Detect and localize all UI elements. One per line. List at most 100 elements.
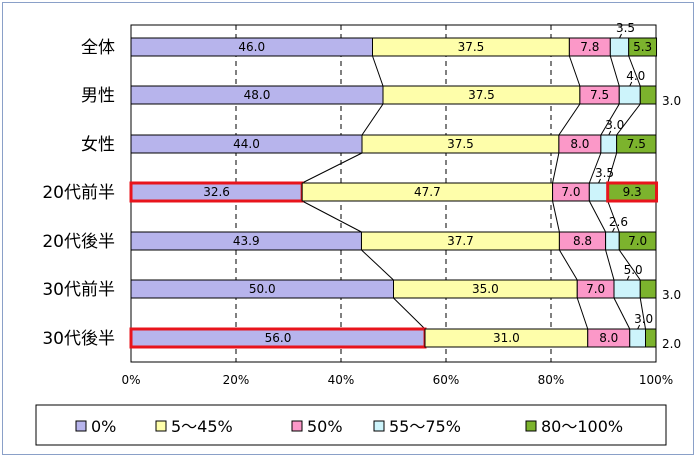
bar-segment xyxy=(600,134,618,154)
x-tick-label: 100% xyxy=(639,373,673,387)
legend-swatch xyxy=(291,420,303,432)
data-label: 8.0 xyxy=(570,137,589,151)
bar-segment xyxy=(645,328,657,348)
legend-swatch xyxy=(373,420,385,432)
x-tick-label: 80% xyxy=(538,373,565,387)
legend-label: 50% xyxy=(307,417,343,436)
series-connector-line xyxy=(609,55,620,87)
data-label: 3.0 xyxy=(605,118,624,132)
data-label: 3.5 xyxy=(595,166,614,180)
data-label: 8.0 xyxy=(599,331,618,345)
data-label: 37.7 xyxy=(447,234,474,248)
label-leader-line xyxy=(608,130,612,136)
series-connector-line xyxy=(558,103,581,136)
series-connector-line xyxy=(618,249,641,281)
data-label: 48.0 xyxy=(244,88,271,102)
bar-segment xyxy=(588,182,609,202)
data-label: 2.0 xyxy=(662,337,681,351)
series-connector-line xyxy=(361,249,394,281)
category-label: 30代後半 xyxy=(42,329,115,349)
series-connector-line xyxy=(613,297,631,330)
series-connector-line xyxy=(616,103,641,136)
label-leader-line xyxy=(637,324,641,330)
series-connector-line xyxy=(588,200,607,233)
data-label: 7.0 xyxy=(561,185,580,199)
series-connector-line xyxy=(605,249,615,281)
data-label: 3.5 xyxy=(616,21,635,35)
data-label: 43.9 xyxy=(233,234,260,248)
series-connector-line xyxy=(552,200,560,233)
bar-segment xyxy=(605,231,620,251)
series-connector-line xyxy=(558,249,578,281)
bar-segment xyxy=(616,134,657,154)
data-label: 7.0 xyxy=(628,234,647,248)
label-leader-line xyxy=(629,81,633,87)
chart-frame xyxy=(2,2,694,455)
data-label: 37.5 xyxy=(458,40,485,54)
legend-label: 55～75% xyxy=(389,417,461,436)
series-connector-line xyxy=(568,55,581,87)
data-label: 2.6 xyxy=(609,215,628,229)
series-connector-line xyxy=(301,152,363,184)
category-label: 20代前半 xyxy=(42,183,115,203)
legend-swatch xyxy=(155,420,167,432)
data-label: 7.8 xyxy=(580,40,599,54)
legend-label: 80～100% xyxy=(541,417,623,436)
series-connector-line xyxy=(607,152,618,184)
category-label: 女性 xyxy=(81,135,115,155)
data-label: 31.0 xyxy=(493,331,520,345)
series-connector-line xyxy=(393,297,426,330)
bar-segment xyxy=(606,181,659,203)
x-tick-label: 0% xyxy=(121,373,140,387)
label-leader-line xyxy=(598,178,601,184)
legend-label: 0% xyxy=(91,417,116,436)
data-label: 7.0 xyxy=(586,282,605,296)
data-label: 32.6 xyxy=(203,185,230,199)
bar-segment xyxy=(639,279,657,299)
bar-segment xyxy=(613,279,641,299)
data-label: 37.5 xyxy=(468,88,495,102)
category-label: 20代後半 xyxy=(42,232,115,252)
bar-segment xyxy=(628,37,658,57)
data-label: 50.0 xyxy=(249,282,276,296)
data-label: 8.8 xyxy=(573,234,592,248)
data-label: 5.0 xyxy=(624,263,643,277)
legend-swatch xyxy=(525,420,537,432)
bar-segment xyxy=(629,328,646,348)
series-connector-line xyxy=(607,200,620,233)
data-label: 4.0 xyxy=(626,69,645,83)
x-tick-label: 20% xyxy=(223,373,250,387)
legend-swatch xyxy=(75,420,87,432)
label-leader-line xyxy=(611,227,615,233)
legend-label: 5～45% xyxy=(171,417,233,436)
category-label: 男性 xyxy=(81,86,115,106)
label-leader-line xyxy=(626,275,630,281)
category-label: 全体 xyxy=(81,38,115,58)
data-label: 46.0 xyxy=(238,40,265,54)
series-connector-line xyxy=(576,297,589,330)
data-label: 3.0 xyxy=(662,94,681,108)
legend-box xyxy=(35,404,667,446)
data-label: 37.5 xyxy=(447,137,474,151)
series-connector-line xyxy=(639,297,646,330)
label-leader-line xyxy=(619,33,622,39)
series-connector-line xyxy=(552,152,560,184)
series-connector-line xyxy=(301,200,362,233)
bar-segment xyxy=(618,85,641,105)
data-label: 3.0 xyxy=(634,312,653,326)
series-connector-line xyxy=(600,103,620,136)
bar-segment xyxy=(609,37,630,57)
data-label: 7.5 xyxy=(627,137,646,151)
series-connector-line xyxy=(628,55,641,87)
bar-segment xyxy=(618,231,657,251)
data-label: 44.0 xyxy=(233,137,260,151)
data-label: 5.3 xyxy=(633,40,652,54)
x-tick-label: 60% xyxy=(433,373,460,387)
data-label: 47.7 xyxy=(414,185,441,199)
series-connector-line xyxy=(372,55,384,87)
series-connector-line xyxy=(361,103,384,136)
x-tick-label: 40% xyxy=(328,373,355,387)
data-label: 7.5 xyxy=(590,88,609,102)
data-label: 3.0 xyxy=(662,288,681,302)
